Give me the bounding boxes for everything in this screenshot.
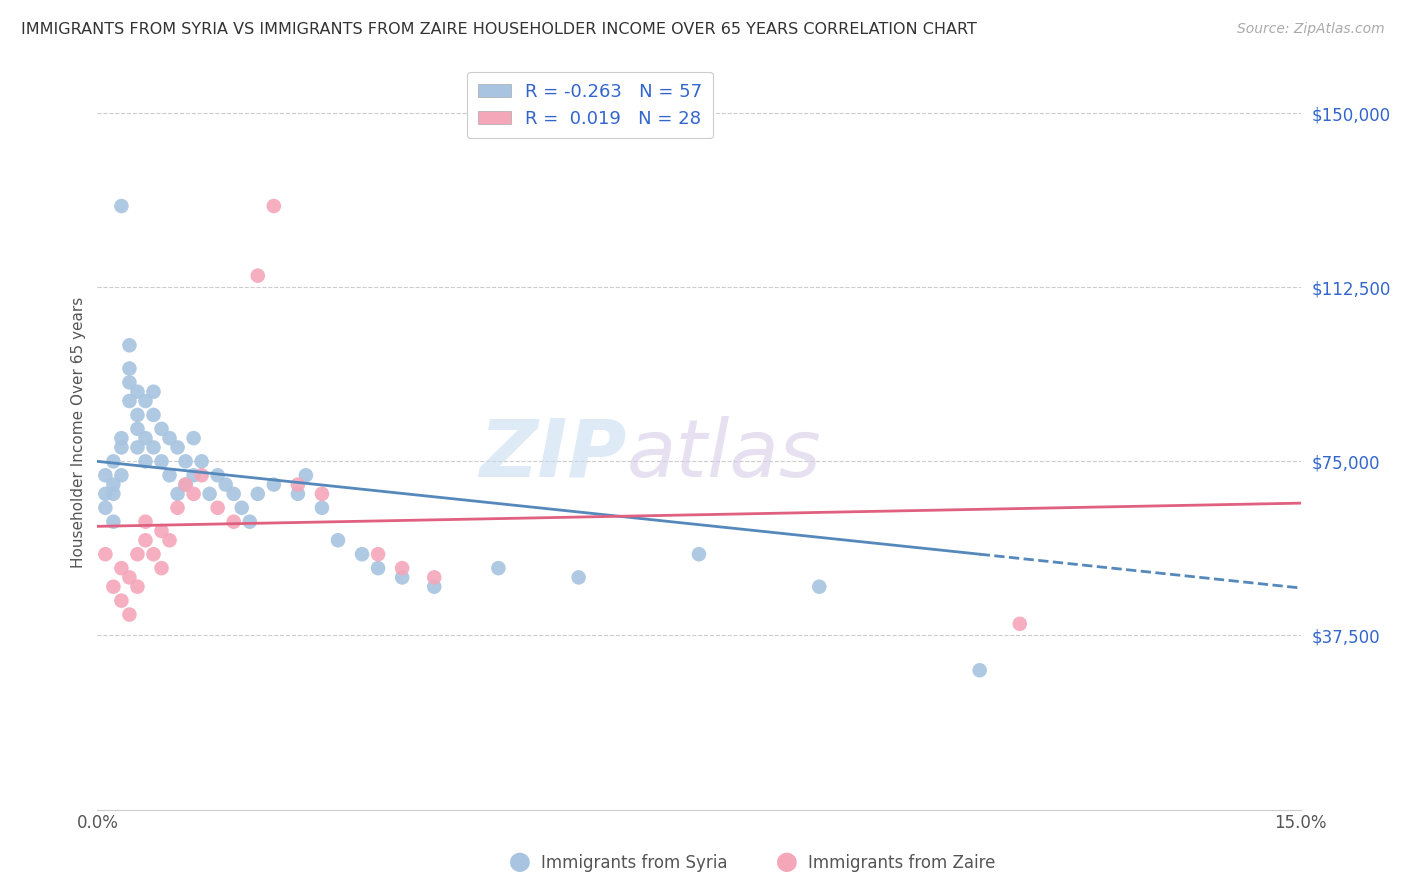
Point — [174, 477, 197, 491]
Point — [94, 487, 117, 501]
Point — [263, 477, 285, 491]
Point — [174, 477, 197, 491]
Point — [110, 561, 132, 575]
Point — [183, 487, 205, 501]
Point — [150, 422, 173, 436]
Point — [352, 547, 374, 561]
Point — [127, 547, 149, 561]
Point — [110, 441, 132, 455]
Point — [118, 570, 141, 584]
Point — [159, 533, 181, 548]
Point — [150, 524, 173, 538]
Point — [207, 500, 229, 515]
Point — [150, 454, 173, 468]
Legend: R = -0.263   N = 57, R =  0.019   N = 28: R = -0.263 N = 57, R = 0.019 N = 28 — [467, 71, 713, 138]
Point — [134, 394, 156, 409]
Point — [207, 468, 229, 483]
Point — [969, 663, 991, 677]
Point — [423, 580, 446, 594]
Point — [159, 468, 181, 483]
Point — [103, 515, 125, 529]
Point — [127, 580, 149, 594]
Text: ⬤: ⬤ — [776, 853, 799, 872]
Point — [1008, 616, 1031, 631]
Point — [246, 487, 269, 501]
Point — [127, 384, 149, 399]
Point — [110, 468, 132, 483]
Point — [134, 533, 156, 548]
Point — [118, 394, 141, 409]
Point — [183, 431, 205, 445]
Point — [118, 338, 141, 352]
Text: atlas: atlas — [627, 416, 821, 494]
Point — [568, 570, 591, 584]
Point — [166, 500, 188, 515]
Point — [159, 431, 181, 445]
Point — [103, 580, 125, 594]
Point — [118, 607, 141, 622]
Point — [134, 515, 156, 529]
Point — [311, 487, 333, 501]
Point — [103, 454, 125, 468]
Point — [326, 533, 349, 548]
Point — [190, 468, 212, 483]
Point — [391, 570, 413, 584]
Text: Immigrants from Zaire: Immigrants from Zaire — [808, 855, 995, 872]
Text: ⬤: ⬤ — [509, 853, 531, 872]
Point — [174, 454, 197, 468]
Point — [94, 547, 117, 561]
Text: Source: ZipAtlas.com: Source: ZipAtlas.com — [1237, 22, 1385, 37]
Point — [110, 593, 132, 607]
Point — [367, 547, 389, 561]
Text: IMMIGRANTS FROM SYRIA VS IMMIGRANTS FROM ZAIRE HOUSEHOLDER INCOME OVER 65 YEARS : IMMIGRANTS FROM SYRIA VS IMMIGRANTS FROM… — [21, 22, 977, 37]
Point — [110, 431, 132, 445]
Point — [94, 468, 117, 483]
Point — [142, 441, 165, 455]
Point — [190, 454, 212, 468]
Point — [103, 477, 125, 491]
Point — [239, 515, 262, 529]
Point — [127, 441, 149, 455]
Point — [166, 487, 188, 501]
Point — [367, 561, 389, 575]
Point — [198, 487, 221, 501]
Point — [110, 199, 132, 213]
Point — [287, 477, 309, 491]
Point — [183, 468, 205, 483]
Point — [287, 487, 309, 501]
Point — [423, 570, 446, 584]
Point — [142, 408, 165, 422]
Point — [134, 454, 156, 468]
Point — [142, 547, 165, 561]
Text: ZIP: ZIP — [479, 416, 627, 494]
Point — [142, 384, 165, 399]
Point — [127, 422, 149, 436]
Point — [118, 376, 141, 390]
Point — [134, 431, 156, 445]
Point — [486, 561, 509, 575]
Y-axis label: Householder Income Over 65 years: Householder Income Over 65 years — [72, 297, 86, 568]
Point — [222, 515, 245, 529]
Point — [688, 547, 710, 561]
Point — [311, 500, 333, 515]
Point — [231, 500, 253, 515]
Point — [295, 468, 318, 483]
Point — [246, 268, 269, 283]
Point — [94, 500, 117, 515]
Point — [103, 487, 125, 501]
Point — [222, 487, 245, 501]
Point — [263, 199, 285, 213]
Point — [127, 408, 149, 422]
Point — [808, 580, 831, 594]
Point — [391, 561, 413, 575]
Point — [215, 477, 238, 491]
Point — [166, 441, 188, 455]
Point — [118, 361, 141, 376]
Text: Immigrants from Syria: Immigrants from Syria — [541, 855, 728, 872]
Point — [150, 561, 173, 575]
